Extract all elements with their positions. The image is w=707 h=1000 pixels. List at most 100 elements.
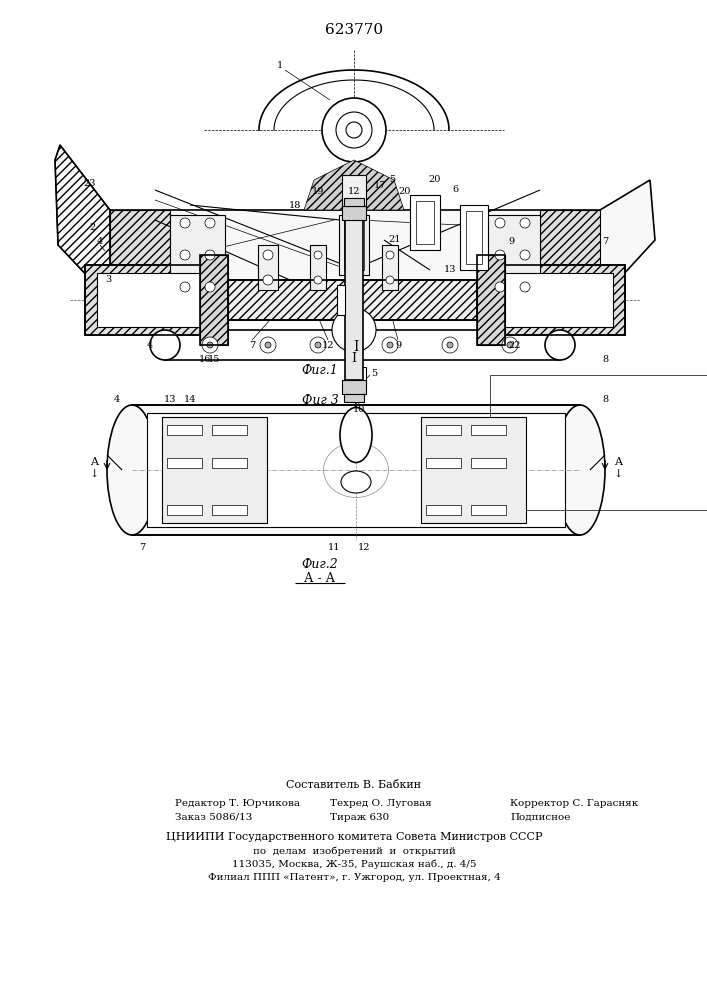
Bar [460,205,488,270]
Text: Тираж 630: Тираж 630 [330,812,390,822]
Text: I: I [351,352,356,364]
Circle shape [315,342,321,348]
Text: 8: 8 [602,355,608,363]
Bar [200,255,228,345]
Circle shape [205,218,215,228]
Text: Редактор Т. Юрчикова: Редактор Т. Юрчикова [175,798,300,808]
Ellipse shape [545,330,575,360]
Text: 20: 20 [399,188,411,196]
Circle shape [310,337,326,353]
Bar [477,255,505,345]
Bar [212,458,247,468]
Bar [339,215,369,275]
Text: I: I [354,340,358,354]
Text: ↓: ↓ [613,470,623,480]
Circle shape [495,250,505,260]
Circle shape [442,337,458,353]
Bar [382,245,398,290]
Circle shape [382,337,398,353]
Text: 1: 1 [277,60,283,70]
Circle shape [205,282,215,292]
Bar [170,215,225,295]
Text: 11: 11 [328,542,340,552]
Text: 6: 6 [452,186,458,194]
Bar [490,265,625,335]
Circle shape [263,275,273,285]
Ellipse shape [555,405,605,535]
Bar [228,280,477,320]
Circle shape [332,308,376,352]
Bar [165,330,560,360]
Bar [426,425,461,435]
Bar [162,417,267,523]
Text: Заказ 5086/13: Заказ 5086/13 [175,812,252,822]
Text: 113035, Москва, Ж-35, Раушская наб., д. 4/5: 113035, Москва, Ж-35, Раушская наб., д. … [232,859,477,869]
Bar [110,210,170,300]
Text: 7: 7 [139,542,145,552]
Text: 4: 4 [114,395,120,404]
Text: 2: 2 [90,224,96,232]
Text: 7: 7 [249,340,255,350]
Text: 15: 15 [208,355,220,363]
Text: ЦНИИПИ Государственного комитета Совета Министров СССР: ЦНИИПИ Государственного комитета Совета … [165,832,542,842]
Bar [502,273,613,327]
Text: 10: 10 [353,406,366,414]
Bar [97,273,203,327]
Bar [342,380,366,394]
Circle shape [495,282,505,292]
Circle shape [314,276,322,284]
Text: 22: 22 [509,340,521,350]
Bar [228,280,477,320]
Polygon shape [304,160,404,210]
Bar [167,458,202,468]
Text: Составитель В. Бабкин: Составитель В. Бабкин [286,780,421,790]
Text: 18: 18 [289,200,301,210]
Bar [471,458,506,468]
Bar [212,425,247,435]
Circle shape [507,342,513,348]
Text: 623770: 623770 [325,23,383,37]
Text: ↓: ↓ [89,470,99,480]
Text: 4: 4 [97,236,103,245]
Circle shape [336,112,372,148]
Text: 7: 7 [602,236,608,245]
Bar [477,255,505,345]
Text: A: A [90,457,98,467]
Text: 8: 8 [602,395,608,404]
Bar [485,215,540,295]
Text: 3: 3 [105,275,111,284]
Bar [471,505,506,515]
Ellipse shape [107,405,157,535]
Text: 9: 9 [508,236,514,245]
Bar [426,505,461,515]
Text: А - А: А - А [305,572,336,585]
Bar [344,220,364,270]
Text: 23: 23 [83,180,96,188]
Bar [337,285,345,315]
Bar [344,198,364,206]
Polygon shape [55,145,110,300]
Circle shape [180,218,190,228]
Bar [471,425,506,435]
Bar [426,458,461,468]
Text: по  делам  изобретений  и  открытий: по делам изобретений и открытий [252,846,455,856]
Text: Техред О. Луговая: Техред О. Луговая [330,798,432,808]
Circle shape [346,322,362,338]
Circle shape [263,250,273,260]
Text: 5: 5 [371,368,377,377]
Circle shape [502,337,518,353]
Text: Корректор С. Гарасняк: Корректор С. Гарасняк [510,798,638,808]
Bar [490,375,707,510]
Bar [490,265,625,335]
Bar [85,265,215,335]
Text: 19: 19 [312,188,325,196]
Bar [167,425,202,435]
Circle shape [205,250,215,260]
Bar [466,211,482,264]
Circle shape [387,342,393,348]
Text: Фиг.1: Фиг.1 [302,363,339,376]
Bar [147,413,565,527]
Bar [345,220,363,380]
Text: 12: 12 [322,340,334,350]
Circle shape [447,342,453,348]
